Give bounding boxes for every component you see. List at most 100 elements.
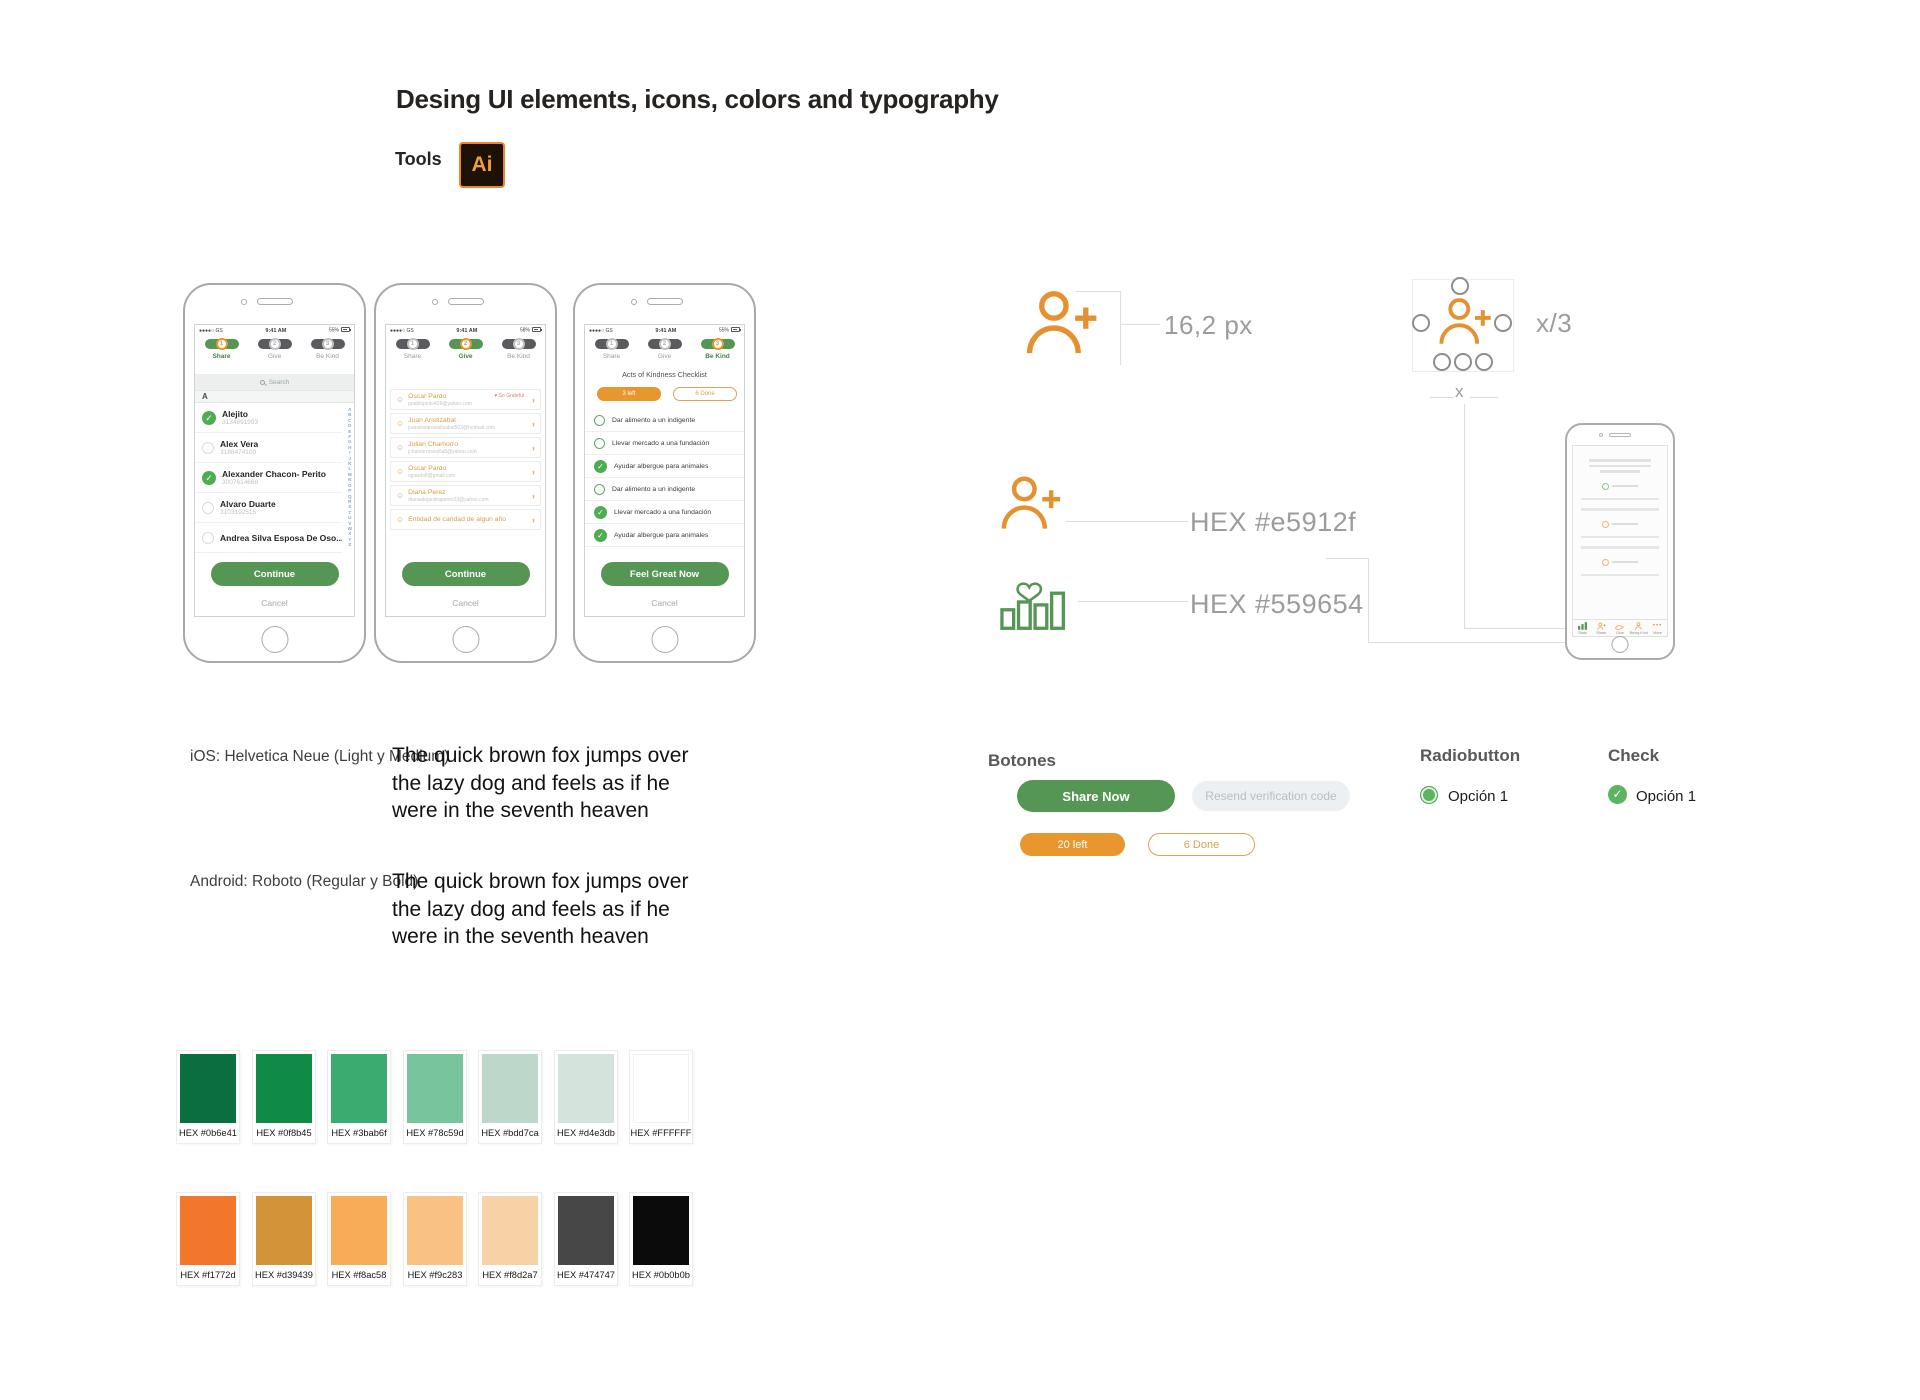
camera-icon [1599,433,1603,437]
contact-checked-icon[interactable]: ✓ [202,410,216,425]
step-pill: 2 [448,338,483,350]
contact-row[interactable]: ✓ Alejito 3134691993 [195,403,342,433]
contact-unchecked-icon[interactable] [202,531,214,544]
tab-stats[interactable]: Stats [1573,620,1592,636]
home-button[interactable] [651,626,678,653]
count-left-pill[interactable]: 20 left [1020,833,1125,856]
index-letter: X [348,531,352,537]
add-person-icon [1001,476,1061,529]
swatch-hex-label: HEX #f8d2a7 [482,1270,538,1280]
recipient-card[interactable]: ☺ Entidad de caridad de algun año › [390,509,541,530]
index-letter: A [348,407,352,412]
count-done-pill[interactable]: 6 Done [1148,833,1255,856]
recipient-card[interactable]: ☺ Oscar Pardo ppablopinto426@yahoo.com ♥… [390,389,541,410]
home-button[interactable] [452,626,479,653]
resend-verification-button[interactable]: Resend verification code [1192,781,1350,811]
task-checked-icon[interactable]: ✓ [594,459,607,473]
placeholder-paragraph [1583,459,1657,473]
step-pill: 1 [594,338,629,350]
spec-line [1078,601,1188,602]
stepper-step[interactable]: 3 Be Kind [306,336,350,374]
stepper-step[interactable]: 2 Give [643,336,687,374]
status-bar: ●●●●○ GS 9:41 AM 55% [195,325,354,336]
radio-button-icon[interactable] [1420,786,1438,804]
contact-info: Alejito 3134691993 [222,409,258,427]
task-checked-icon[interactable]: ✓ [594,528,607,542]
stepper: 1 Share 2 Give 3 Be Kind [386,336,545,374]
tab-share[interactable]: Share [1592,620,1611,636]
continue-button[interactable]: Continue [210,562,339,586]
task-checked-icon[interactable]: ✓ [594,505,607,519]
cancel-button[interactable]: Cancel [651,598,678,608]
tools-label: Tools [395,149,442,169]
home-button[interactable] [261,626,288,653]
task-label: Llevar mercado a una fundación [614,508,712,516]
feel-great-now-button[interactable]: Feel Great Now [600,562,729,586]
stepper-step[interactable]: 3 Be Kind [696,336,740,374]
spacing-circle [1412,314,1430,332]
recipient-name: Oscar Pardo [408,392,447,400]
stepper-step[interactable]: 1 Share [200,336,244,374]
step-number: 1 [605,338,618,350]
contact-row[interactable]: ✓ Alexander Chacon- Perito 3007614668 [195,463,342,493]
camera-icon [240,299,247,305]
share-now-button[interactable]: Share Now [1017,780,1175,812]
checklist-row[interactable]: ✓ Llevar mercado a una fundación [585,501,744,524]
stepper-step[interactable]: 2 Give [444,336,488,374]
stepper-step[interactable]: 1 Share [590,336,634,374]
placeholder-row [1581,497,1659,500]
tab-being-kind[interactable]: Being Kind [1629,620,1648,636]
continue-button[interactable]: Continue [401,562,530,586]
recipient-card[interactable]: ☺ Juan Aristizabal juanelistanaristizaba… [390,413,541,434]
contact-checked-icon[interactable]: ✓ [202,470,216,485]
checklist-row[interactable]: ✓ Ayudar albergue para animales [585,524,744,547]
recipient-card[interactable]: ☺ Julian Chamorro jchamorrosevilla8@yaho… [390,437,541,458]
stepper: 1 Share 2 Give 3 Be Kind [585,336,744,374]
checkbox-icon[interactable]: ✓ [1608,785,1627,804]
task-unchecked-icon[interactable] [594,437,605,449]
carrier-text: ●●●●○ GS [589,327,613,334]
cancel-button[interactable]: Cancel [261,598,288,608]
contact-row[interactable]: Alex Vera 3188474100 [195,433,342,463]
checklist-row[interactable]: Dar alimento a un indigente [585,478,744,501]
search-bar[interactable]: Search [195,374,354,390]
battery-icon [731,327,741,333]
battery-icon [341,327,351,333]
stepper-step[interactable]: 2 Give [253,336,297,374]
status-bar: ●●●●○ GS 9:41 AM 55% [585,325,744,336]
recipient-email: juanelistanaristizabal503@hotmail.com [408,424,495,431]
stepper-step[interactable]: 1 Share [391,336,435,374]
swatch-fill [633,1196,689,1265]
contact-unchecked-icon[interactable] [202,441,214,454]
placeholder-row [1581,546,1659,549]
contact-unchecked-icon[interactable] [202,501,214,514]
step-number: 3 [512,338,525,350]
checklist-row[interactable]: ✓ Ayudar albergue para animales [585,455,744,478]
contact-row[interactable]: Andrea Silva Esposa De Oso... [195,523,342,553]
cancel-button[interactable]: Cancel [452,598,479,608]
spacing-circle [1433,353,1451,371]
stepper-step[interactable]: 3 Be Kind [497,336,541,374]
tab-label: Stats [1578,630,1587,635]
checklist-row[interactable]: Dar alimento a un indigente [585,409,744,432]
left-count-pill[interactable]: 3 left [597,387,661,401]
tab-more[interactable]: ••• More [1648,620,1667,636]
swatch-fill [482,1196,538,1265]
recipient-card[interactable]: ☺ Oscar Pardo ojpardo8@gmail.com › [390,461,541,482]
task-unchecked-icon[interactable] [594,414,605,426]
recipient-card[interactable]: ☺ Diana Perez dianaalejandraperez23@yaho… [390,485,541,506]
done-count-pill[interactable]: 6 Done [673,387,737,401]
tab-give[interactable]: Give [1611,620,1630,636]
swatch-hex-label: HEX #3bab6f [331,1128,387,1138]
orange-hex-label: HEX #e5912f [1190,507,1357,537]
tab-label: Share [1596,630,1607,635]
time-text: 9:41 AM [655,327,677,334]
task-unchecked-icon[interactable] [594,483,605,495]
home-button[interactable] [1611,636,1629,653]
contact-info: Alvaro Duarte 3103192515 [220,499,276,517]
checklist-row[interactable]: Llevar mercado a una fundación [585,432,744,455]
recipient-name: Oscar Pardo [408,464,447,472]
contact-row[interactable]: Alvaro Duarte 3103192515 [195,493,342,523]
ios-font-label: iOS: Helvetica Neue (Light y Medium) [190,748,450,765]
